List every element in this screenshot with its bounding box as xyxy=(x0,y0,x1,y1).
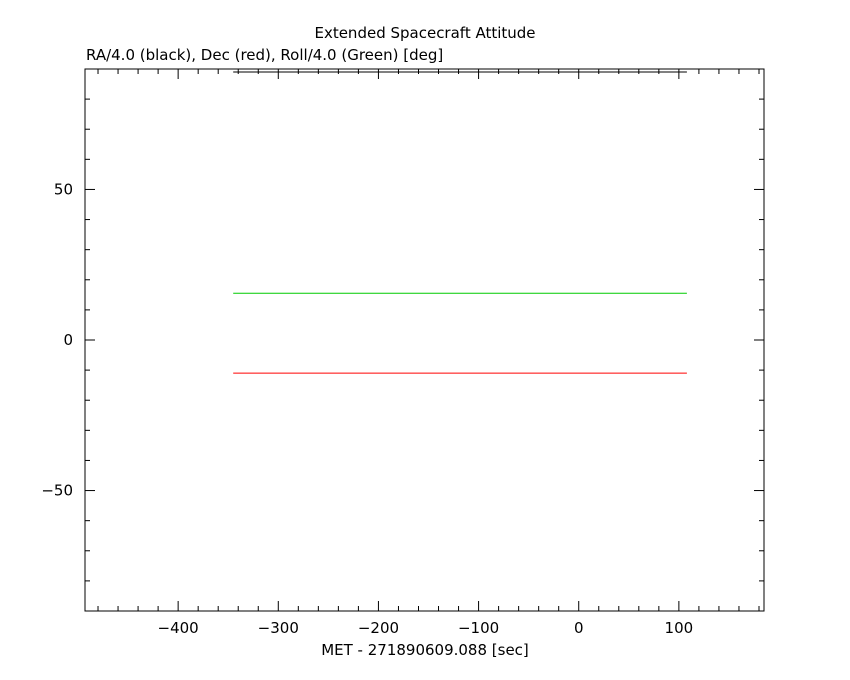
x-tick-label: −200 xyxy=(358,619,399,637)
x-tick-label: −400 xyxy=(158,619,199,637)
chart-title: Extended Spacecraft Attitude xyxy=(314,24,535,42)
series-lines xyxy=(233,71,687,374)
x-tick-label: 100 xyxy=(665,619,694,637)
y-tick-label: 0 xyxy=(63,331,73,349)
tick-labels: −400 −300 −200 −100 0 100 −50 0 50 xyxy=(41,180,693,637)
plot-area-frame xyxy=(84,68,765,612)
chart-subtitle: RA/4.0 (black), Dec (red), Roll/4.0 (Gre… xyxy=(86,46,443,64)
y-tick-label: 50 xyxy=(54,180,73,198)
x-axis-label: MET - 271890609.088 [sec] xyxy=(321,641,529,659)
x-tick-label: −300 xyxy=(258,619,299,637)
y-tick-label: −50 xyxy=(41,482,73,500)
x-tick-label: 0 xyxy=(574,619,584,637)
axis-ticks xyxy=(85,68,764,612)
x-tick-label: −100 xyxy=(458,619,499,637)
